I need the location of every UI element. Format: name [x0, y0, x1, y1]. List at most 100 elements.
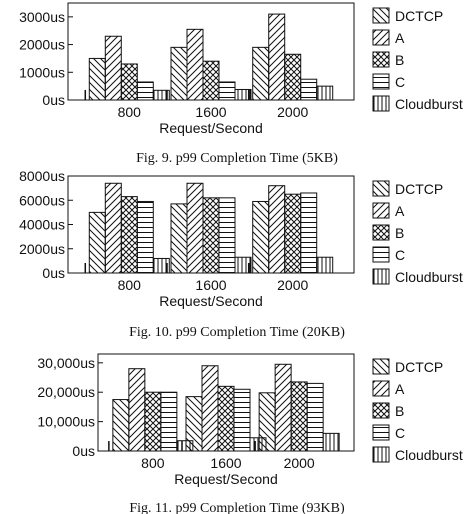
- x-tick-label: 800: [118, 277, 142, 293]
- y-tick-label: 10,000us: [37, 414, 95, 430]
- x-axis-label: Request/Second: [159, 293, 263, 309]
- legend-label-a: A: [395, 203, 405, 219]
- bar-dctcp-800: [88, 57, 106, 101]
- bar-dctcp-2000: [252, 200, 270, 274]
- bar-a-1600: [186, 182, 204, 274]
- legend-label-dctcp: DCTCP: [395, 359, 443, 375]
- bar-dctcp-800: [88, 211, 106, 274]
- legend-swatch-a: [372, 29, 390, 46]
- bar-dctcp-2000: [258, 392, 276, 452]
- bar-a-2000: [274, 363, 292, 452]
- bar-dctcp-1600: [170, 46, 188, 101]
- legend-label-a: A: [395, 381, 405, 397]
- bar-dctcp-2000: [252, 46, 270, 101]
- y-tick-label: 30,000us: [37, 355, 95, 371]
- legend-label-c: C: [395, 425, 405, 441]
- y-tick-label: 6000us: [19, 192, 65, 208]
- caption-fig11: Fig. 11. p99 Completion Time (93KB): [129, 501, 345, 514]
- bar-b-2000: [284, 53, 302, 101]
- legend-swatch-b: [372, 402, 390, 419]
- bar-cloudburst-1600: [234, 88, 252, 101]
- legend-label-cloudburst: Cloudburst: [395, 269, 463, 285]
- x-tick-label: 1600: [195, 277, 226, 293]
- legend-swatch-b: [372, 224, 390, 241]
- x-axis-label: Request/Second: [174, 471, 278, 487]
- bar-cloudburst-2000: [316, 85, 334, 101]
- bar-b-800: [144, 391, 162, 452]
- legend-swatch-c: [372, 73, 390, 90]
- bar-a-1600: [201, 365, 219, 452]
- bar-b-1600: [217, 385, 235, 452]
- x-tick-label: 800: [141, 455, 165, 471]
- legend-label-c: C: [395, 74, 405, 90]
- legend-swatch-cloudburst: [372, 446, 390, 463]
- x-tick-label: 2000: [277, 104, 308, 120]
- bar-cloudburst-1600: [234, 256, 252, 274]
- chart-p99-20kb: 0us 2000us 4000us 6000us 8000us 800 1600 2000 Re…: [19, 168, 463, 309]
- bar-c-800: [136, 200, 154, 274]
- legend-label-b: B: [395, 403, 404, 419]
- x-tick-label: 1600: [195, 104, 226, 120]
- legend-label-dctcp: DCTCP: [395, 181, 443, 197]
- bar-c-2000: [300, 78, 318, 101]
- y-tick-label: 2000us: [19, 241, 65, 257]
- x-tick-label: 800: [118, 104, 142, 120]
- bar-a-2000: [268, 13, 286, 101]
- legend-label-cloudburst: Cloudburst: [395, 96, 463, 112]
- legend-swatch-dctcp: [372, 180, 390, 197]
- y-tick-label: 8000us: [19, 168, 65, 184]
- bar-b-2000: [290, 381, 308, 452]
- legend-label-cloudburst: Cloudburst: [395, 447, 463, 463]
- legend-swatch-a: [372, 202, 390, 219]
- legend-swatch-c: [372, 424, 390, 441]
- bar-a-800: [104, 182, 122, 274]
- caption-fig9: Fig. 9. p99 Completion Time (5KB): [136, 151, 338, 166]
- legend-swatch-cloudburst: [372, 268, 390, 285]
- y-tick-label: 4000us: [19, 217, 65, 233]
- bar-c-800: [136, 81, 154, 101]
- legend-swatch-c: [372, 246, 390, 263]
- bar-b-800: [120, 196, 138, 274]
- bar-b-800: [120, 63, 138, 101]
- y-tick-label: 0us: [72, 443, 95, 459]
- bar-c-1600: [218, 81, 236, 101]
- legend-swatch-cloudburst: [372, 95, 390, 112]
- bar-c-2000: [306, 382, 324, 452]
- y-tick-label: 3000us: [19, 9, 65, 25]
- caption-fig10: Fig. 10. p99 Completion Time (20KB): [129, 325, 345, 340]
- bar-dctcp-1600: [185, 396, 203, 452]
- bar-dctcp-800: [112, 399, 130, 452]
- x-axis-label: Request/Second: [159, 120, 263, 136]
- bar-cloudburst-800: [152, 89, 170, 101]
- legend-swatch-b: [372, 51, 390, 68]
- x-tick-label: 2000: [277, 277, 308, 293]
- bar-c-800: [160, 391, 178, 452]
- y-tick-label: 0us: [42, 265, 65, 281]
- y-tick-label: 2000us: [19, 37, 65, 53]
- bar-dctcp-1600: [170, 203, 188, 274]
- bar-a-2000: [268, 185, 286, 274]
- legend-label-a: A: [395, 30, 405, 46]
- legend-label-b: B: [395, 225, 404, 241]
- legend-swatch-a: [372, 380, 390, 397]
- bar-b-2000: [284, 193, 302, 274]
- legend-label-b: B: [395, 52, 404, 68]
- chart-p99-93kb: 0us 10,000us 20,000us 30,000us 800 1600 2000 Re…: [37, 353, 463, 487]
- bar-b-1600: [202, 197, 220, 274]
- bar-a-800: [128, 368, 146, 452]
- bar-c-1600: [233, 388, 251, 452]
- bar-cloudburst-2000: [316, 256, 334, 274]
- bar-cloudburst-800: [152, 257, 170, 274]
- bar-a-800: [104, 35, 122, 101]
- bar-c-1600: [218, 197, 236, 274]
- y-tick-label: 0us: [42, 92, 65, 108]
- legend-label-dctcp: DCTCP: [395, 8, 443, 24]
- y-tick-label: 20,000us: [37, 384, 95, 400]
- bar-b-1600: [202, 60, 220, 101]
- bar-c-2000: [300, 192, 318, 274]
- legend-label-c: C: [395, 247, 405, 263]
- legend-swatch-dctcp: [372, 7, 390, 24]
- legend-swatch-dctcp: [372, 358, 390, 375]
- y-tick-label: 1000us: [19, 64, 65, 80]
